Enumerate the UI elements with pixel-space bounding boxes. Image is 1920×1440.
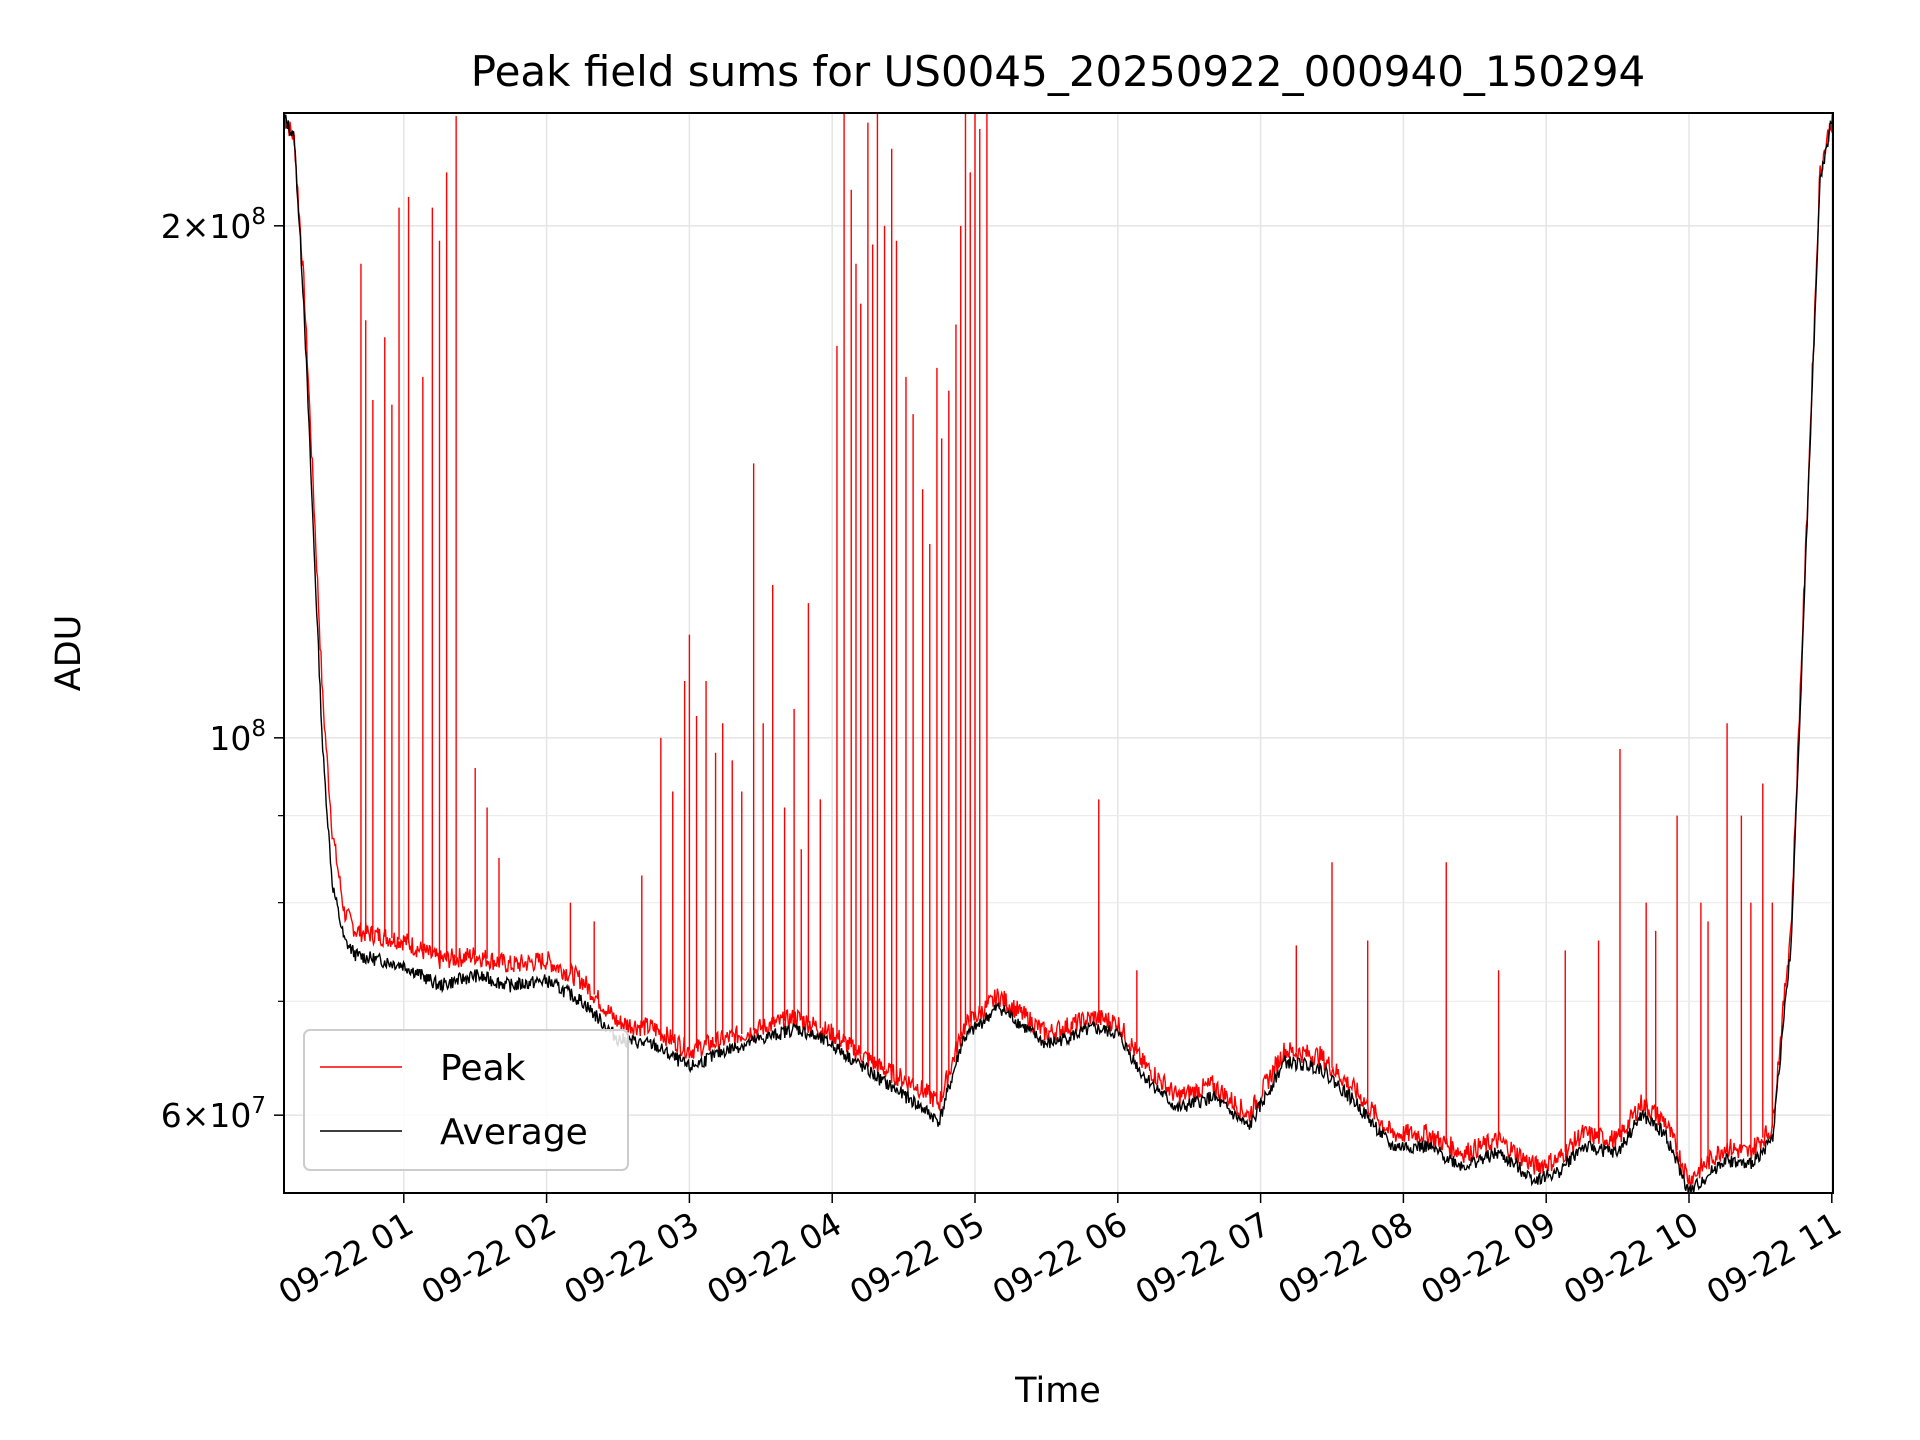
grid-layer — [284, 113, 1833, 1193]
series-peak-line — [284, 113, 1833, 1188]
x-axis-title: Time — [1014, 1371, 1101, 1411]
legend-box — [303, 1029, 629, 1171]
y-tick-label: 6×107 — [161, 1093, 266, 1135]
legend-label-average: Average — [440, 1112, 588, 1153]
data-layer — [284, 113, 1833, 1193]
series-average-line — [284, 113, 1833, 1193]
legend-label-peak: Peak — [440, 1048, 526, 1089]
chart-title: Peak field sums for US0045_20250922_0009… — [471, 47, 1646, 96]
y-axis-title: ADU — [49, 615, 89, 692]
y-axis: 6×107 108 2×108 — [161, 204, 284, 1135]
plot-frame — [283, 112, 1834, 1194]
legend: Peak Average — [303, 1029, 629, 1171]
series-average — [284, 113, 1833, 1193]
y-tick-label: 2×108 — [161, 204, 266, 246]
y-tick-label: 108 — [209, 716, 266, 758]
series-peak — [284, 113, 1833, 1188]
